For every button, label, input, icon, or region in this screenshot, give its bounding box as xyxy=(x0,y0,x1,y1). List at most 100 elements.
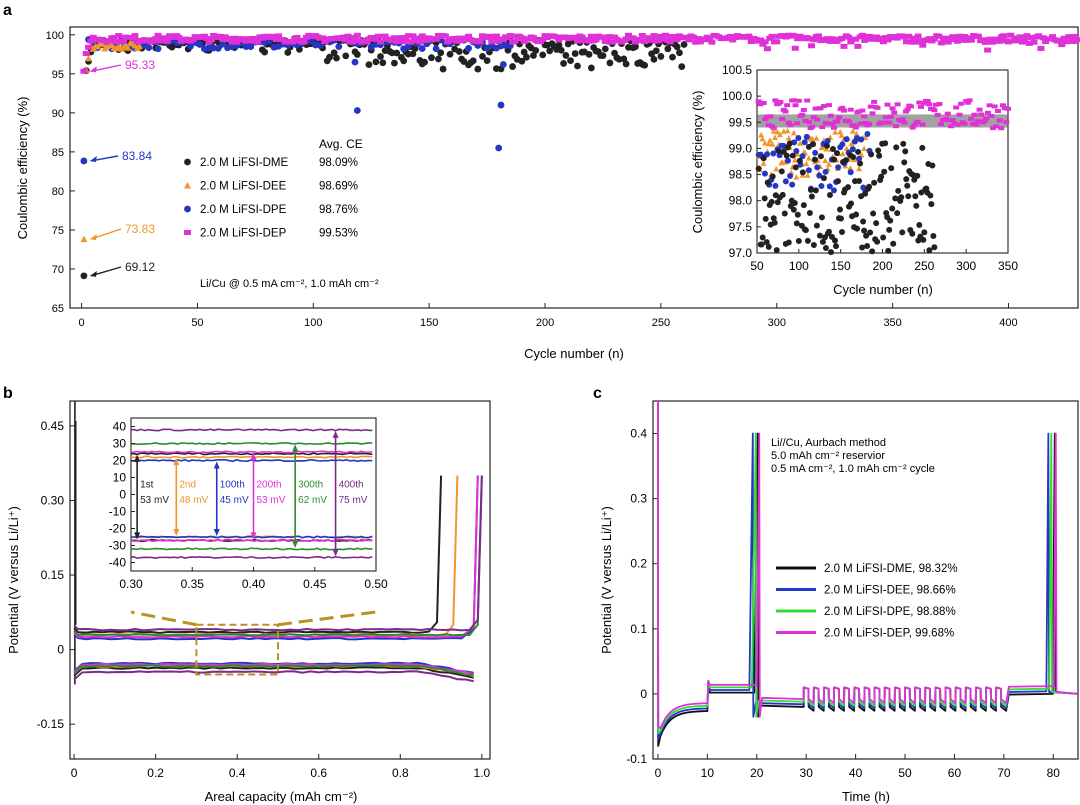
data-point xyxy=(1004,39,1012,45)
inset-point xyxy=(784,157,791,164)
annotation-line-3: 0.5 mA cm⁻², 1.0 mAh cm⁻² cycle xyxy=(771,463,935,475)
data-point xyxy=(539,51,547,59)
inset-point xyxy=(852,156,859,162)
inset-point xyxy=(924,98,931,103)
inset-point xyxy=(768,198,775,205)
inset-point xyxy=(764,114,771,119)
panel-c-label: c xyxy=(593,385,602,402)
data-point xyxy=(571,35,579,41)
inset-point xyxy=(874,105,881,110)
inset-point xyxy=(954,122,961,127)
inset-trace xyxy=(130,441,373,446)
data-point xyxy=(761,39,769,45)
data-point xyxy=(261,48,269,56)
inset-point xyxy=(861,114,868,119)
data-point xyxy=(659,36,667,42)
inset-point xyxy=(851,123,858,128)
data-point xyxy=(377,53,384,60)
data-point xyxy=(330,49,338,57)
inset-point xyxy=(882,115,889,120)
inset-point xyxy=(944,111,951,116)
inset-point xyxy=(823,142,830,149)
inset-point xyxy=(817,106,824,111)
inset-point xyxy=(862,121,869,126)
data-point xyxy=(916,38,924,44)
data-point xyxy=(226,35,234,41)
data-point xyxy=(231,35,239,41)
y-tick-label-65: 65 xyxy=(52,303,64,315)
data-point xyxy=(207,37,215,43)
data-point xyxy=(947,36,955,42)
data-point xyxy=(981,39,989,45)
inset-point xyxy=(763,239,770,246)
data-point xyxy=(1058,42,1066,48)
inset-point xyxy=(835,164,842,171)
data-point xyxy=(89,34,97,40)
data-point xyxy=(1035,33,1043,39)
inset-point xyxy=(761,195,768,202)
inset-point xyxy=(801,139,808,146)
y-tick-label: 0 xyxy=(640,687,647,701)
data-point xyxy=(1016,34,1024,40)
inset-point xyxy=(857,160,864,167)
data-point xyxy=(919,42,927,48)
inset-point xyxy=(839,150,846,157)
inset-point xyxy=(901,120,908,125)
inset-point xyxy=(792,164,799,171)
charge-curve xyxy=(73,475,479,639)
data-point xyxy=(708,39,716,45)
inset-point xyxy=(793,174,800,180)
data-point xyxy=(275,33,283,39)
inset-point xyxy=(833,150,840,157)
inset-point xyxy=(891,110,898,115)
inset-point xyxy=(829,145,836,152)
inset-point xyxy=(850,154,857,161)
arrow-head-up xyxy=(173,458,180,466)
data-point xyxy=(905,33,913,39)
inset-point xyxy=(909,230,916,237)
inset-point xyxy=(892,124,899,129)
overpotential-label: 53 mV xyxy=(140,495,169,506)
data-point xyxy=(861,37,869,43)
inset-b-y-ticks: -40 -30 -20 -10 0 10 20 30 40 xyxy=(109,420,135,570)
data-point xyxy=(773,39,781,45)
legend-name: 2.0 M LiFSI-DEE xyxy=(200,181,287,193)
inset-point xyxy=(866,183,873,190)
data-point xyxy=(840,43,848,49)
data-point xyxy=(678,63,686,70)
panel-a: a 0 50 100 150 200 250 300 350 400 65 70 75 80 85 90 9… xyxy=(3,2,1080,361)
data-point xyxy=(657,33,665,39)
inset-point xyxy=(869,248,876,255)
inset-point xyxy=(926,247,933,254)
data-point xyxy=(326,53,333,61)
data-point xyxy=(529,35,537,41)
inset-point xyxy=(968,116,975,121)
data-point xyxy=(228,39,236,45)
data-point xyxy=(546,47,554,55)
data-point xyxy=(1000,33,1008,39)
inset-point xyxy=(822,157,829,164)
inset-point xyxy=(900,140,907,147)
inset-point xyxy=(819,125,826,130)
inset-point xyxy=(984,110,991,115)
inset-point xyxy=(976,107,983,112)
data-point xyxy=(416,39,424,45)
data-point xyxy=(520,38,528,44)
data-point xyxy=(847,39,855,45)
data-point xyxy=(402,35,410,41)
inset-point xyxy=(771,134,778,140)
y-tick-label: 0.15 xyxy=(41,568,65,582)
inset-point xyxy=(792,157,799,163)
inset-point xyxy=(871,179,878,186)
data-point xyxy=(865,33,873,39)
data-point xyxy=(520,48,528,56)
data-point xyxy=(624,32,632,38)
inset-point xyxy=(918,189,925,196)
data-point xyxy=(300,39,308,45)
inset-point xyxy=(765,123,772,128)
cycle-label: 2nd xyxy=(179,480,196,491)
inset-point xyxy=(825,103,832,108)
data-point xyxy=(1014,38,1022,44)
inset-x-tick-label: 0.30 xyxy=(119,577,143,591)
inset-point xyxy=(914,172,921,179)
